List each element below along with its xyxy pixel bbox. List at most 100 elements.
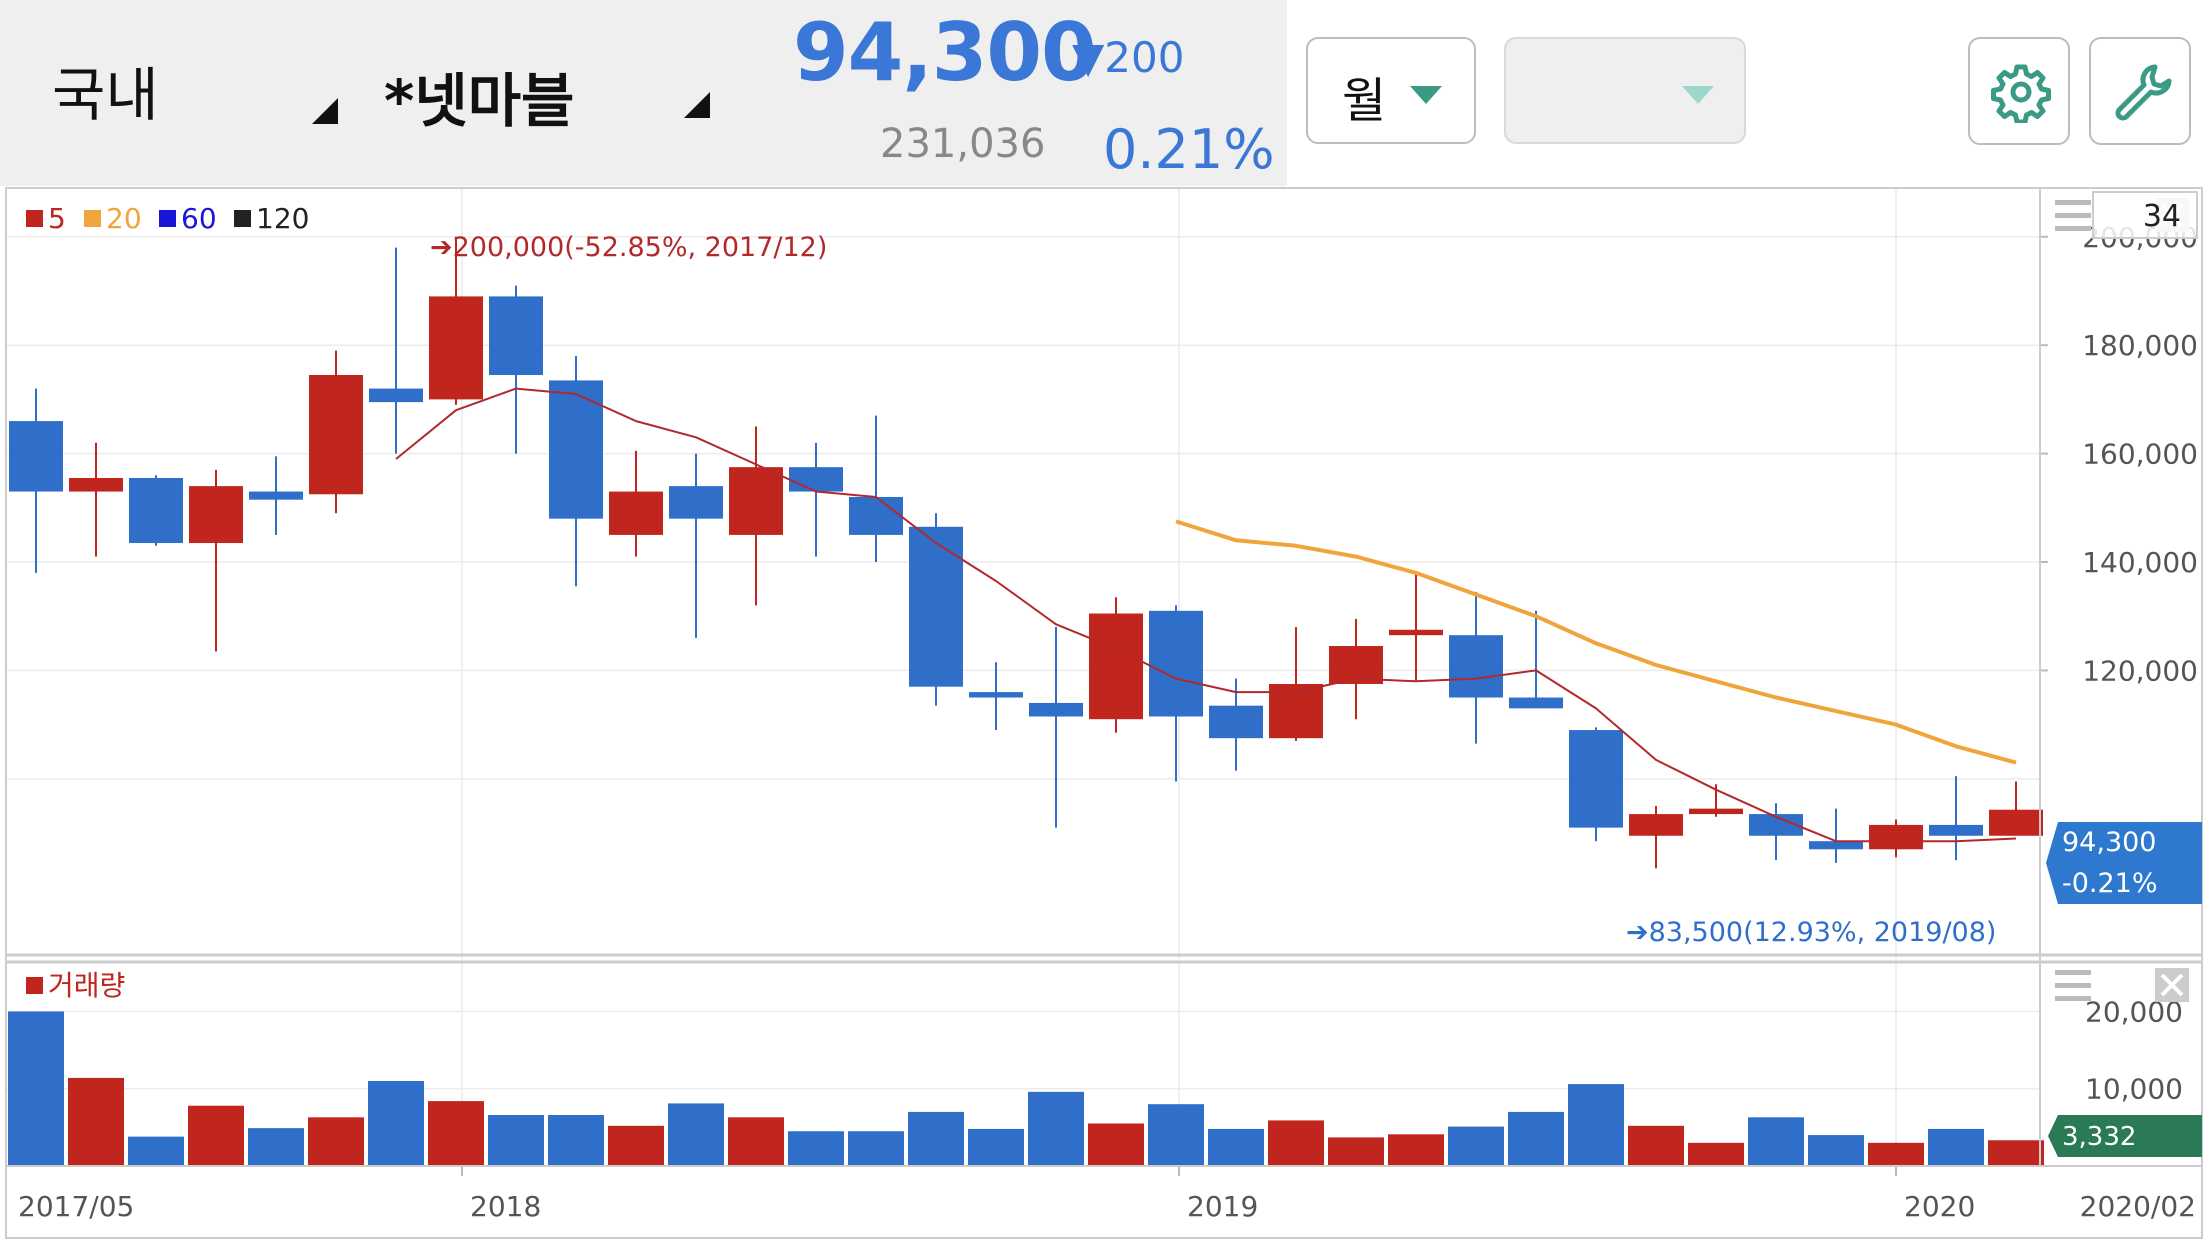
candle-body[interactable] <box>789 467 843 492</box>
candle-body[interactable] <box>1389 629 1443 636</box>
candle-body[interactable] <box>1989 809 2043 836</box>
candle-body[interactable] <box>129 477 183 544</box>
secondary-select[interactable] <box>1504 37 1746 144</box>
volume-bar[interactable] <box>1508 1111 1564 1166</box>
volume-bar[interactable] <box>1388 1134 1444 1166</box>
volume-bar[interactable] <box>608 1125 664 1166</box>
volume-bar[interactable] <box>1148 1104 1204 1166</box>
volume-bar[interactable] <box>1028 1091 1084 1166</box>
volume-bar[interactable] <box>1088 1123 1144 1167</box>
x-axis-label: 2020/02 <box>2080 1190 2196 1223</box>
candle-body[interactable] <box>909 526 963 687</box>
volume-bar[interactable] <box>1988 1140 2044 1166</box>
volume-bar[interactable] <box>548 1115 604 1166</box>
volume-bar[interactable] <box>908 1111 964 1166</box>
candle-body[interactable] <box>1929 824 1983 836</box>
volume-bar[interactable] <box>428 1101 484 1166</box>
candle-body[interactable] <box>729 467 783 535</box>
volume-bar[interactable] <box>248 1128 304 1166</box>
candle-body[interactable] <box>1209 705 1263 739</box>
volume-panel-close-icon[interactable] <box>2155 968 2189 1002</box>
trade-volume: 231,036 <box>880 121 1046 167</box>
candle-body[interactable] <box>309 375 363 495</box>
volume-bar[interactable] <box>8 1011 64 1166</box>
stock-dropdown-icon[interactable] <box>684 92 710 118</box>
candle-body[interactable] <box>69 477 123 492</box>
volume-bar[interactable] <box>1748 1117 1804 1166</box>
last-price-pct: -0.21% <box>2062 868 2158 899</box>
volume-bar[interactable] <box>968 1128 1024 1166</box>
candle-body[interactable] <box>1089 613 1143 720</box>
volume-bar[interactable] <box>1628 1125 1684 1166</box>
count-box[interactable]: 34 <box>2092 191 2198 239</box>
volume-bar[interactable] <box>1868 1142 1924 1166</box>
volume-bar[interactable] <box>1568 1084 1624 1166</box>
volume-bar[interactable] <box>1448 1126 1504 1166</box>
candle-body[interactable] <box>489 296 543 376</box>
candle-body[interactable] <box>549 380 603 519</box>
stock-select[interactable]: *넷마블 <box>384 67 575 135</box>
candle-body[interactable] <box>1149 610 1203 717</box>
legend-ma120: 120 <box>256 202 309 235</box>
price-panel-menu-icon[interactable] <box>2055 200 2091 231</box>
stock-chart[interactable]: 200,000180,000160,000140,000120,00020,00… <box>0 186 2208 1242</box>
candle-body[interactable] <box>609 491 663 535</box>
volume-bar[interactable] <box>1208 1128 1264 1166</box>
last-price-value: 94,300 <box>2062 827 2156 858</box>
volume-title: 거래량 <box>48 969 125 1002</box>
price-change: ▼200 <box>1072 33 1185 82</box>
volume-bar[interactable] <box>668 1103 724 1166</box>
volume-bar[interactable] <box>188 1105 244 1166</box>
volume-bar[interactable] <box>788 1131 844 1166</box>
candle-body[interactable] <box>1449 635 1503 698</box>
candle-body[interactable] <box>1809 841 1863 850</box>
volume-bar[interactable] <box>728 1117 784 1166</box>
volume-bar[interactable] <box>1928 1128 1984 1166</box>
gear-icon <box>1991 64 2051 123</box>
candle-body[interactable] <box>849 496 903 535</box>
volume-tick-label: 10,000 <box>2085 1073 2183 1106</box>
settings-button[interactable] <box>1968 37 2070 145</box>
change-percent: 0.21% <box>1103 118 1275 181</box>
tools-button[interactable] <box>2089 37 2191 145</box>
legend-ma60: 60 <box>181 202 217 235</box>
volume-bar[interactable] <box>128 1136 184 1166</box>
volume-bar[interactable] <box>368 1081 424 1166</box>
market-dropdown-icon[interactable] <box>312 98 338 124</box>
chevron-down-icon <box>1682 86 1714 104</box>
candle-body[interactable] <box>429 296 483 400</box>
volume-bar[interactable] <box>68 1077 124 1166</box>
period-select[interactable]: 월 <box>1306 37 1476 144</box>
candle-body[interactable] <box>969 692 1023 698</box>
period-label: 월 <box>1342 73 1387 129</box>
candle-body[interactable] <box>9 421 63 492</box>
candle-body[interactable] <box>189 486 243 544</box>
x-axis-label: 2020 <box>1904 1190 1975 1223</box>
legend-ma5: 5 <box>48 202 66 235</box>
last-volume-tag: 3,332 <box>2048 1115 2202 1157</box>
legend-swatch-ma60 <box>159 210 176 227</box>
candle-body[interactable] <box>369 388 423 403</box>
candle-body[interactable] <box>249 491 303 500</box>
candle-body[interactable] <box>1629 814 1683 836</box>
candle-body[interactable] <box>1749 814 1803 836</box>
price-tick-label: 120,000 <box>2082 654 2198 687</box>
candle-body[interactable] <box>669 486 723 519</box>
volume-bar[interactable] <box>1268 1120 1324 1166</box>
volume-bar[interactable] <box>488 1115 544 1166</box>
candle-body[interactable] <box>1689 808 1743 815</box>
volume-bar[interactable] <box>1328 1137 1384 1166</box>
volume-bar[interactable] <box>308 1117 364 1166</box>
candle-body[interactable] <box>1029 702 1083 717</box>
ma-legend: 5 20 60 120 <box>26 202 309 235</box>
volume-bar[interactable] <box>1808 1135 1864 1166</box>
candle-body[interactable] <box>1569 730 1623 828</box>
volume-bar[interactable] <box>1688 1142 1744 1166</box>
price-tick-label: 160,000 <box>2082 438 2198 471</box>
volume-panel-menu-icon[interactable] <box>2055 970 2091 1001</box>
candle-body[interactable] <box>1869 824 1923 850</box>
current-price: 94,300 <box>793 6 1097 99</box>
market-select[interactable]: 국내 <box>52 61 159 129</box>
volume-bar[interactable] <box>848 1131 904 1166</box>
candle-body[interactable] <box>1509 697 1563 709</box>
